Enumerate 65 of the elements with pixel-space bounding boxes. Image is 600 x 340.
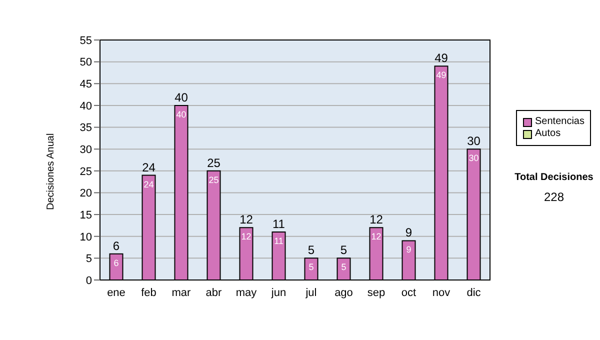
data-label: 11	[274, 236, 284, 246]
y-tick-label: 35	[80, 122, 92, 134]
bar	[402, 240, 416, 280]
data-label: 40	[176, 109, 186, 120]
text: Total Decisiones	[514, 172, 594, 183]
bar	[336, 258, 351, 280]
total-label: 30	[467, 134, 481, 148]
x-tick-label: ago	[334, 286, 353, 299]
x-tick-label: dic	[466, 286, 482, 299]
y-tick-label: 10	[80, 231, 92, 244]
bar	[369, 227, 384, 280]
data-label: 24	[144, 179, 154, 190]
total-label: 11	[272, 217, 286, 231]
x-tick-label: nov	[432, 286, 451, 299]
x-tick-label: oct	[401, 286, 416, 299]
x-tick-label: sep	[367, 286, 386, 299]
y-tick-label: 5	[86, 253, 92, 266]
y-tick-label: 50	[80, 56, 92, 69]
legend-label: Autos	[535, 128, 561, 140]
y-tick-label: 30	[80, 144, 92, 156]
y-tick-label: 55	[80, 34, 92, 47]
bar	[239, 227, 254, 280]
text: 228	[542, 190, 566, 204]
y-tick-label: 25	[80, 166, 92, 178]
bar	[434, 66, 448, 280]
y-tick-label: 20	[80, 188, 92, 200]
total-label: 40	[174, 90, 188, 104]
total-label: 12	[370, 212, 384, 227]
bar	[304, 258, 318, 280]
x-tick-label: jun	[270, 286, 286, 299]
bar	[174, 104, 188, 280]
x-tick-label: ene	[107, 286, 126, 299]
total-label: 49	[434, 51, 448, 66]
total-label: 12	[240, 212, 254, 227]
x-tick-label: may	[236, 286, 258, 299]
x-tick-label: feb	[141, 286, 156, 299]
legend-label: Sentencias	[535, 116, 584, 128]
data-label: 5	[308, 262, 314, 272]
total-label: 24	[142, 160, 156, 174]
data-label: 9	[406, 244, 412, 255]
bar	[142, 174, 156, 280]
x-tick-label: mar	[172, 286, 192, 299]
y-tick-label: 15	[80, 209, 92, 222]
total-label: 5	[308, 243, 315, 258]
bar	[466, 148, 481, 280]
total-label: 6	[112, 238, 120, 253]
total-label: 5	[340, 243, 348, 258]
x-tick-label: jul	[304, 286, 317, 299]
y-tick-label: 40	[80, 100, 92, 112]
data-label: 30	[468, 153, 479, 164]
bar	[272, 232, 286, 280]
data-label: 12	[371, 232, 382, 242]
bar	[206, 170, 221, 280]
total-label: 9	[405, 226, 412, 240]
x-tick-label: abr	[206, 286, 222, 299]
data-label: 49	[436, 70, 446, 80]
data-label: 25	[208, 174, 219, 185]
bar	[109, 253, 124, 280]
data-label: 5	[341, 262, 346, 272]
data-label: 6	[114, 258, 119, 268]
total-label: 25	[207, 156, 221, 170]
data-label: 12	[241, 232, 252, 242]
y-tick-label: 45	[80, 78, 92, 91]
y-tick-label: 0	[86, 274, 92, 287]
y-axis-title: Decisiones Anual	[46, 133, 57, 210]
